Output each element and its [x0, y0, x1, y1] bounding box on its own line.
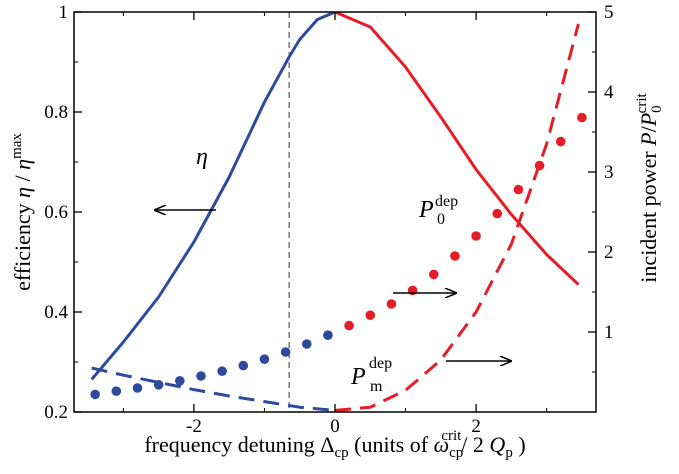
series-2-point-13: [365, 310, 376, 321]
ticks: -2 0 2 0.2 0.4 0.6 0.8 1 1 2 3 4 5: [44, 2, 614, 437]
series-2-point-14: [386, 299, 397, 309]
pm-dep-label-base: P: [350, 364, 366, 390]
series-2-point-23: [577, 112, 587, 123]
series-2-point-19: [492, 208, 503, 219]
series-2-point-11: [323, 330, 333, 341]
y-right-tick-label-4: 5: [604, 2, 614, 23]
series-2-point-7: [238, 360, 249, 371]
y-right-tick-label-2: 3: [604, 162, 614, 183]
y-axis-left-label: efficiency η / ηmax: [9, 133, 35, 291]
series-2-point-4: [175, 376, 185, 386]
p0-dep-label-base: P: [418, 197, 434, 223]
series-2-point-6: [217, 366, 227, 377]
series-2-point-3: [153, 380, 164, 390]
x-tick-label-1: 0: [330, 416, 340, 437]
y-right-tick-label-1: 2: [604, 242, 614, 263]
series-2-point-22: [555, 136, 566, 147]
x-tick-label-2: 2: [471, 416, 481, 437]
y-left-tick-label-4: 1: [59, 2, 69, 23]
x-axis-label: frequency detuning Δcp (units of ωcpcrit…: [144, 428, 525, 461]
series-0-line-negative: [90, 12, 336, 381]
y-left-tick-label-3: 0.8: [44, 102, 68, 123]
series-2-point-20: [513, 184, 524, 195]
p0-dep-label-sup: dep: [435, 193, 458, 210]
series-2-point-17: [450, 251, 460, 261]
series-2-point-10: [301, 339, 312, 349]
series-2-point-1: [111, 386, 122, 397]
series-2-point-16: [428, 269, 439, 280]
series-2-point-8: [259, 354, 270, 365]
series-2-point-12: [344, 320, 354, 331]
series-2-point-18: [471, 231, 481, 241]
series-2-point-21: [534, 160, 545, 171]
y-right-tick-label-3: 4: [604, 82, 614, 103]
series-2-point-0: [90, 389, 100, 400]
x-tick-label-0: -2: [186, 416, 202, 437]
series-2-point-15: [407, 285, 418, 296]
p0-dep-label-sub: 0: [437, 211, 445, 228]
y-left-tick-label-0: 0.2: [44, 402, 68, 423]
series-1-line-positive: [334, 23, 580, 412]
series-2-point-2: [132, 383, 143, 393]
pm-dep-label-sup: dep: [369, 355, 392, 372]
y-right-tick-label-0: 1: [604, 322, 614, 343]
series-2-point-5: [196, 371, 206, 381]
y-left-tick-label-2: 0.6: [44, 202, 68, 223]
axes-frame: [73, 11, 597, 413]
series-2-point-9: [280, 347, 291, 357]
pm-dep-label-sub: m: [370, 378, 383, 395]
y-axis-right-label: incident power P/P0crit: [634, 92, 665, 282]
eta-series-label: η: [196, 144, 208, 170]
series-0-line-positive: [334, 12, 580, 286]
plot-area: [90, 12, 587, 412]
series-1-line-negative: [91, 366, 336, 412]
y-left-tick-label-1: 0.4: [44, 302, 68, 323]
